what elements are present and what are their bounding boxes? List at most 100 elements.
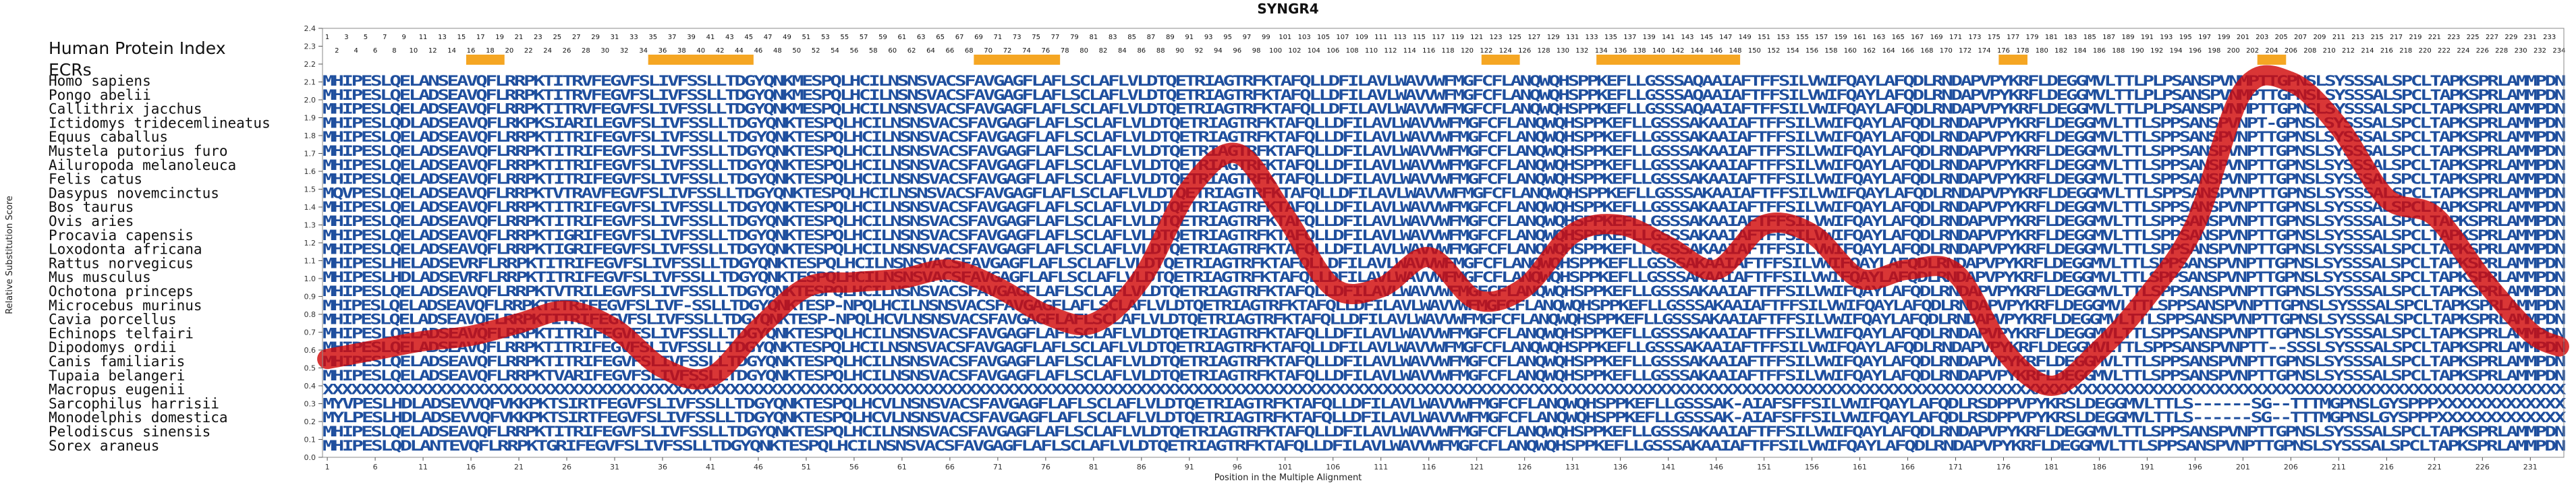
x-tick-label: 171 xyxy=(1949,463,1963,471)
protein-index-number: 48 xyxy=(773,47,782,55)
substitution-score-curve xyxy=(317,65,2569,396)
protein-index-number: 12 xyxy=(428,47,437,55)
protein-index-number: 114 xyxy=(1403,47,1416,55)
protein-index-number: 209 xyxy=(2313,34,2326,41)
species-label: Equus caballus xyxy=(49,129,168,145)
protein-index-number: 174 xyxy=(1978,47,1991,55)
protein-index-number: 141 xyxy=(1662,34,1675,41)
protein-index-number: 159 xyxy=(1835,34,1847,41)
x-tick-label: 166 xyxy=(1901,463,1915,471)
x-tick-label: 16 xyxy=(466,463,476,471)
x-tick-label: 36 xyxy=(658,463,667,471)
protein-index-number: 213 xyxy=(2351,34,2364,41)
protein-index-number: 117 xyxy=(1432,34,1445,41)
protein-index-number: 221 xyxy=(2428,34,2441,41)
x-tick-label: 76 xyxy=(1041,463,1051,471)
protein-index-number: 180 xyxy=(2036,47,2048,55)
protein-index-number: 17 xyxy=(476,34,485,41)
protein-index-number: 171 xyxy=(1949,34,1962,41)
protein-index-number: 58 xyxy=(869,47,878,55)
protein-index-number: 136 xyxy=(1614,47,1627,55)
human-protein-index-label: Human Protein Index xyxy=(49,38,226,58)
x-tick-label: 41 xyxy=(706,463,715,471)
protein-index-number: 179 xyxy=(2026,34,2039,41)
protein-index-number: 15 xyxy=(457,34,466,41)
protein-index-number: 195 xyxy=(2179,34,2192,41)
protein-index-number: 44 xyxy=(735,47,744,55)
protein-index-number: 149 xyxy=(1739,34,1752,41)
protein-index-number: 74 xyxy=(1022,47,1031,55)
protein-index-number: 161 xyxy=(1853,34,1866,41)
protein-index-number: 82 xyxy=(1099,47,1108,55)
x-tick-label: 156 xyxy=(1805,463,1819,471)
y-tick-label: 1.3 xyxy=(304,221,316,230)
protein-index-number: 190 xyxy=(2131,47,2144,55)
x-tick-label: 86 xyxy=(1137,463,1146,471)
protein-index-number: 23 xyxy=(534,34,542,41)
sequence-row: MHIPESLQELADSEAVQFLRRPKTITRIFEGVFSLIVFSS… xyxy=(323,424,2566,440)
protein-index-number: 208 xyxy=(2303,47,2316,55)
protein-index-number: 49 xyxy=(783,34,791,41)
sequence-row: MHIPESLQELADSEAVQFLRRPKTITRVFEGVFSLIVFSS… xyxy=(323,87,2566,103)
protein-index-number: 50 xyxy=(792,47,801,55)
protein-index-number: 81 xyxy=(1089,34,1098,41)
protein-index-number: 124 xyxy=(1499,47,1512,55)
protein-index-number: 45 xyxy=(744,34,753,41)
sequence-row: MHIPESLQDLADSEAVQFLRKPKSIARILEGVFSLIVFSS… xyxy=(323,115,2566,131)
y-tick-label: 1.4 xyxy=(304,203,316,212)
sequence-row: MHIPESLQELADSEAVQFLRRPKTITRIFEGVFSLIVFSS… xyxy=(323,143,2566,159)
y-tick-label: 0.9 xyxy=(304,293,316,301)
protein-index-number: 108 xyxy=(1346,47,1359,55)
protein-index-number: 76 xyxy=(1041,47,1050,55)
x-axis-label: Position in the Multiple Alignment xyxy=(1214,473,1362,483)
protein-index-number: 22 xyxy=(524,47,533,55)
protein-index-number: 157 xyxy=(1815,34,1828,41)
ecr-bar xyxy=(648,55,754,65)
protein-index-number: 229 xyxy=(2504,34,2517,41)
ecrs-label: ECRs xyxy=(49,60,92,80)
protein-index-number: 42 xyxy=(716,47,725,55)
species-label: Sarcophilus harrisii xyxy=(49,395,219,411)
protein-index-number: 93 xyxy=(1204,34,1213,41)
protein-index-number: 20 xyxy=(505,47,513,55)
protein-index-number: 39 xyxy=(687,34,696,41)
protein-index-number: 176 xyxy=(1997,47,2010,55)
species-label: Ictidomys tridecemlineatus xyxy=(49,115,271,131)
protein-index-number: 120 xyxy=(1461,47,1474,55)
y-tick-label: 2.1 xyxy=(304,78,316,87)
x-tick-label: 56 xyxy=(849,463,859,471)
protein-index-number: 137 xyxy=(1623,34,1636,41)
protein-index-number: 125 xyxy=(1509,34,1521,41)
protein-index-number: 110 xyxy=(1365,47,1378,55)
protein-index-number: 33 xyxy=(629,34,638,41)
y-tick-label: 1.9 xyxy=(304,114,316,123)
protein-index-number: 182 xyxy=(2054,47,2067,55)
x-tick-label: 61 xyxy=(897,463,907,471)
species-label: Monodelphis domestica xyxy=(49,409,228,426)
protein-index-number: 1 xyxy=(325,34,329,41)
protein-index-number: 72 xyxy=(1003,47,1012,55)
protein-index-number: 187 xyxy=(2102,34,2115,41)
protein-index-number: 29 xyxy=(591,34,600,41)
species-label: Mustela putorius furo xyxy=(49,143,228,159)
protein-index-number: 57 xyxy=(860,34,868,41)
species-label: Canis familiaris xyxy=(49,353,185,370)
protein-index-number: 210 xyxy=(2323,47,2336,55)
ecr-bar xyxy=(1998,55,2027,65)
x-tick-label: 121 xyxy=(1469,463,1484,471)
protein-index-number: 25 xyxy=(553,34,561,41)
protein-index-number: 127 xyxy=(1528,34,1540,41)
protein-index-number: 118 xyxy=(1442,47,1455,55)
protein-index-number: 40 xyxy=(696,47,705,55)
species-label: Ailuropoda melanoleuca xyxy=(49,157,236,173)
protein-index-number: 62 xyxy=(907,47,916,55)
protein-index-number: 83 xyxy=(1109,34,1117,41)
x-tick-label: 126 xyxy=(1517,463,1532,471)
protein-index-number: 27 xyxy=(572,34,581,41)
protein-index-number: 178 xyxy=(2016,47,2029,55)
protein-index-number: 88 xyxy=(1156,47,1165,55)
protein-index-number: 6 xyxy=(373,47,377,55)
protein-index-number: 212 xyxy=(2342,47,2355,55)
